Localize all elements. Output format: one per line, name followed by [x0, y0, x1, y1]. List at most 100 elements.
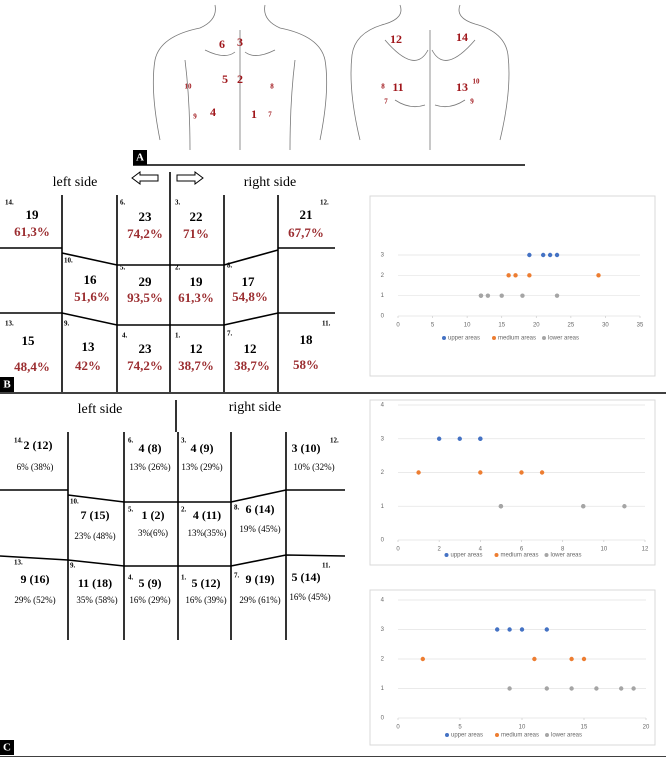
cell-index: 9. [64, 320, 70, 328]
point [513, 273, 518, 278]
cell-index: 7. [227, 330, 233, 338]
cell-percent: 16% (45%) [289, 592, 330, 602]
y-tick-label: 1 [381, 686, 385, 692]
legend-swatch [495, 733, 499, 737]
cell-percent: 19% (45%) [239, 524, 280, 534]
cell-percent: 61,3% [178, 290, 214, 305]
x-tick-label: 8 [561, 547, 565, 553]
cell-index: 3. [175, 199, 181, 207]
point [507, 686, 512, 691]
point [457, 436, 462, 441]
legend-label: medium areas [498, 336, 536, 342]
side-label: left side [78, 402, 123, 417]
legend-label: medium areas [501, 733, 539, 739]
cell-index: 12. [320, 199, 329, 207]
grid-b [0, 171, 335, 392]
cell-percent: 38,7% [234, 358, 270, 373]
point [478, 293, 484, 298]
x-tick-label: 20 [533, 323, 540, 329]
legend-swatch [444, 553, 449, 557]
cell-count: 5 (14) [292, 570, 321, 584]
cell-count: 4 (8) [139, 441, 162, 455]
y-tick-label: 3 [381, 436, 385, 442]
cell-percent: 10% (32%) [293, 462, 334, 472]
legend-swatch [492, 336, 496, 340]
point [569, 656, 574, 662]
legend-label: upper areas [451, 733, 483, 739]
y-tick-label: 4 [381, 403, 385, 409]
y-tick-label: 3 [381, 627, 385, 633]
x-tick-label: 2 [437, 547, 441, 553]
x-tick-label: 25 [568, 323, 575, 329]
y-tick-label: 0 [381, 538, 385, 544]
y-tick-label: 1 [381, 504, 385, 510]
cell-index: 8. [234, 504, 240, 512]
legend-swatch [544, 553, 549, 557]
point [554, 293, 560, 298]
cell-index: 13. [5, 320, 14, 328]
area-number: 9 [193, 113, 197, 121]
cell-index: 2. [181, 506, 187, 514]
point [554, 252, 560, 258]
point [507, 627, 512, 632]
area-number: 7 [384, 98, 388, 106]
x-tick-label: 0 [396, 323, 400, 329]
point [506, 273, 511, 278]
cell-percent: 71% [183, 226, 209, 241]
cell-count: 12 [190, 341, 203, 356]
cell-percent: 61,3% [14, 224, 50, 239]
cell-count: 7 (15) [81, 508, 110, 522]
y-tick-label: 0 [381, 716, 385, 722]
legend-label: lower areas [548, 336, 579, 342]
cell-percent: 13% (29%) [181, 462, 222, 472]
point [596, 273, 601, 278]
legend-label: upper areas [451, 553, 483, 559]
cell-index: 13. [14, 559, 23, 567]
cell-percent: 35% (58%) [76, 595, 117, 605]
y-tick-label: 2 [381, 273, 385, 279]
cell-count: 19 [26, 207, 40, 222]
legend-swatch [494, 553, 499, 557]
side-label: left side [53, 175, 98, 190]
cell-count: 3 (10) [292, 441, 321, 455]
cell-index: 9. [70, 562, 76, 570]
cell-count: 17 [242, 274, 256, 289]
point [544, 686, 549, 691]
cell-index: 7. [234, 572, 240, 580]
area-number: 1 [251, 107, 257, 121]
cell-count: 9 (16) [21, 572, 50, 586]
grid-c [0, 400, 346, 640]
cell-percent: 29% (61%) [239, 595, 280, 605]
cell-index: 14. [5, 199, 14, 207]
point [499, 293, 504, 298]
cell-index: 14. [14, 437, 23, 445]
x-tick-label: 5 [431, 323, 435, 329]
cell-index: 1. [181, 574, 187, 582]
cell-index: 6. [120, 199, 126, 207]
legend-label: lower areas [551, 553, 582, 559]
area-number: 9 [470, 98, 474, 106]
legend-label: lower areas [551, 733, 582, 739]
point [520, 293, 525, 298]
point [541, 252, 546, 258]
point [527, 273, 532, 278]
point [519, 627, 525, 632]
cell-percent: 67,7% [288, 225, 324, 240]
x-tick-label: 15 [498, 323, 505, 329]
point [478, 470, 483, 475]
legend-swatch [542, 336, 546, 340]
y-tick-label: 2 [381, 470, 385, 476]
cell-count: 22 [190, 209, 203, 224]
cell-index: 1. [175, 332, 181, 340]
panel-label-box [133, 150, 147, 165]
x-tick-label: 4 [479, 547, 483, 553]
y-tick-label: 0 [381, 314, 385, 320]
cell-percent: 93,5% [127, 290, 163, 305]
cell-count: 9 (19) [246, 572, 275, 586]
cell-percent: 74,2% [127, 226, 163, 241]
x-tick-label: 0 [396, 547, 400, 553]
chart-frame [369, 589, 656, 746]
point [569, 686, 574, 691]
